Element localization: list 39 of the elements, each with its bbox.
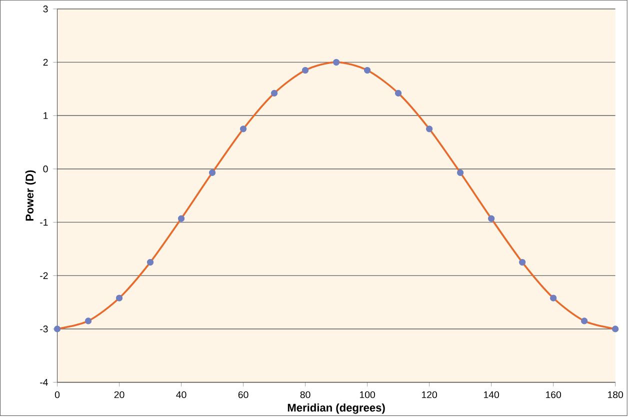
point xyxy=(426,125,433,132)
point xyxy=(84,317,92,324)
point xyxy=(302,66,309,74)
point xyxy=(364,66,371,74)
x-axis-title: Meridian (degrees) xyxy=(288,403,385,414)
x-tick-label: 100 xyxy=(360,391,375,398)
point xyxy=(612,325,619,332)
point xyxy=(178,215,185,222)
point xyxy=(457,169,464,176)
y-tick-label: 0 xyxy=(43,165,48,172)
x-tick-label: 160 xyxy=(546,391,562,398)
x-tick-label: 120 xyxy=(422,391,437,398)
point xyxy=(116,294,123,302)
point xyxy=(581,317,588,324)
point xyxy=(270,90,278,96)
y-tick-label: -2 xyxy=(40,272,48,279)
x-tick-label: 140 xyxy=(484,391,500,398)
point xyxy=(208,169,216,176)
y-tick-label: 1 xyxy=(44,112,48,119)
x-tick-label: 0 xyxy=(54,391,60,398)
y-axis-title: Power (D) xyxy=(25,170,36,220)
x-tick-label: 80 xyxy=(300,391,310,398)
point xyxy=(332,58,340,66)
point xyxy=(146,258,154,266)
y-tick-label: -4 xyxy=(40,378,48,386)
x-tick-label: 40 xyxy=(176,391,186,398)
point xyxy=(519,258,526,266)
point xyxy=(240,125,247,132)
y-tick-label: -1 xyxy=(40,218,48,226)
y-tick-label: -3 xyxy=(40,325,48,332)
x-tick-label: 180 xyxy=(608,391,624,398)
y-tick-label: 3 xyxy=(43,5,48,12)
x-tick-label: 60 xyxy=(238,391,248,398)
point xyxy=(550,294,557,302)
point xyxy=(54,325,61,332)
point xyxy=(394,90,402,96)
y-tick-label: 2 xyxy=(43,58,48,66)
point xyxy=(488,215,495,222)
x-tick-label: 20 xyxy=(114,391,124,398)
